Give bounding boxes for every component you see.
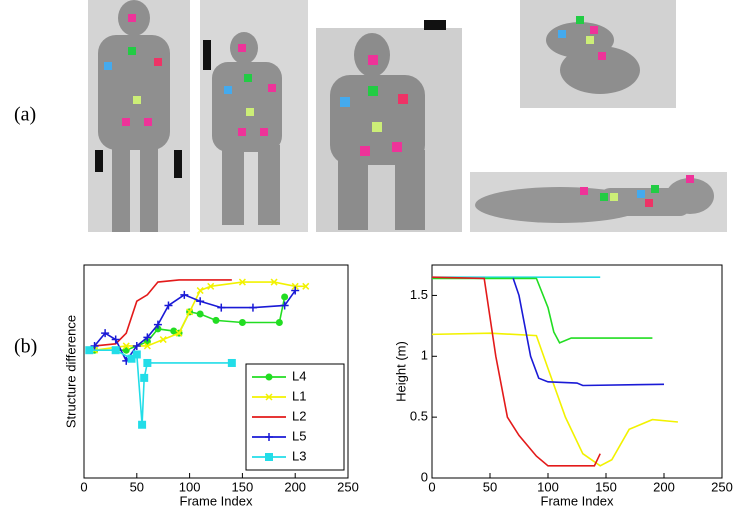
shadow [203, 40, 211, 70]
marker [143, 358, 152, 367]
panel-label: (a) [14, 104, 36, 126]
x-tick-label: 50 [483, 479, 497, 494]
x-tick-label: 200 [653, 479, 675, 494]
marker [265, 453, 273, 461]
series-line [512, 278, 665, 387]
x-tick-label: 0 [428, 479, 435, 494]
series-line [94, 281, 306, 351]
plot-frame [83, 264, 349, 479]
marker [217, 303, 226, 312]
marker [159, 336, 167, 344]
x-tick-label: 200 [284, 479, 306, 494]
x-axis-label: Frame Index [541, 493, 614, 508]
marker [302, 282, 310, 290]
legend-label: L1 [292, 388, 306, 403]
marker [180, 290, 189, 299]
marker [85, 346, 94, 355]
marker [265, 433, 273, 441]
keypoints [104, 14, 694, 207]
x-tick-label: 100 [179, 479, 201, 494]
marker [196, 310, 204, 318]
marker [90, 341, 99, 350]
y-axis-label: Height (m) [393, 341, 408, 402]
marker [196, 287, 204, 295]
x-tick-label: 150 [595, 479, 617, 494]
marker [291, 282, 299, 290]
x-axis-label: Frame Index [180, 493, 253, 508]
legend-label: L4 [292, 368, 306, 383]
marker [101, 329, 110, 338]
shadow [95, 150, 103, 172]
y-tick-label: 0.5 [410, 409, 428, 424]
x-tick-label: 150 [232, 479, 254, 494]
shadow [174, 150, 182, 178]
series-line [94, 296, 286, 351]
marker [265, 373, 273, 381]
plot-frame [431, 264, 723, 479]
marker [175, 329, 183, 337]
depth-images [88, 0, 727, 232]
y-axis-label: Structure difference [63, 315, 78, 428]
series-line [89, 349, 232, 425]
y-tick-label: 0 [421, 469, 428, 484]
marker [153, 320, 162, 329]
x-tick-label: 250 [337, 479, 359, 494]
x-tick-label: 100 [537, 479, 559, 494]
marker [280, 301, 289, 310]
marker [111, 335, 120, 344]
marker [164, 301, 173, 310]
marker [196, 297, 205, 306]
marker [143, 342, 151, 350]
y-tick-label: 1 [421, 348, 428, 363]
marker [270, 278, 278, 286]
series-line [432, 277, 653, 344]
marker [227, 358, 236, 367]
panel-label: (b) [14, 336, 37, 358]
legend-label: L5 [292, 428, 306, 443]
marker [265, 393, 273, 401]
marker [238, 319, 246, 327]
y-tick-label: 1.5 [410, 287, 428, 302]
marker [143, 333, 152, 342]
marker [170, 327, 178, 335]
marker [291, 286, 300, 295]
marker [132, 350, 141, 359]
legend-label: L3 [292, 448, 306, 463]
shadow [424, 20, 446, 30]
marker [132, 341, 141, 350]
marker [140, 373, 149, 382]
marker [186, 308, 194, 316]
marker [212, 316, 220, 324]
x-tick-label: 250 [711, 479, 733, 494]
marker [281, 293, 289, 301]
marker [275, 319, 283, 327]
marker [248, 303, 257, 312]
x-tick-label: 0 [80, 479, 87, 494]
marker [207, 282, 215, 290]
series-line [431, 276, 601, 467]
marker [138, 420, 147, 429]
marker [238, 278, 246, 286]
series-line [93, 290, 296, 363]
marker [111, 346, 120, 355]
x-tick-label: 50 [130, 479, 144, 494]
marker [127, 354, 136, 363]
legend-label: L2 [292, 408, 306, 423]
marker [122, 342, 130, 350]
series-line [431, 332, 678, 467]
